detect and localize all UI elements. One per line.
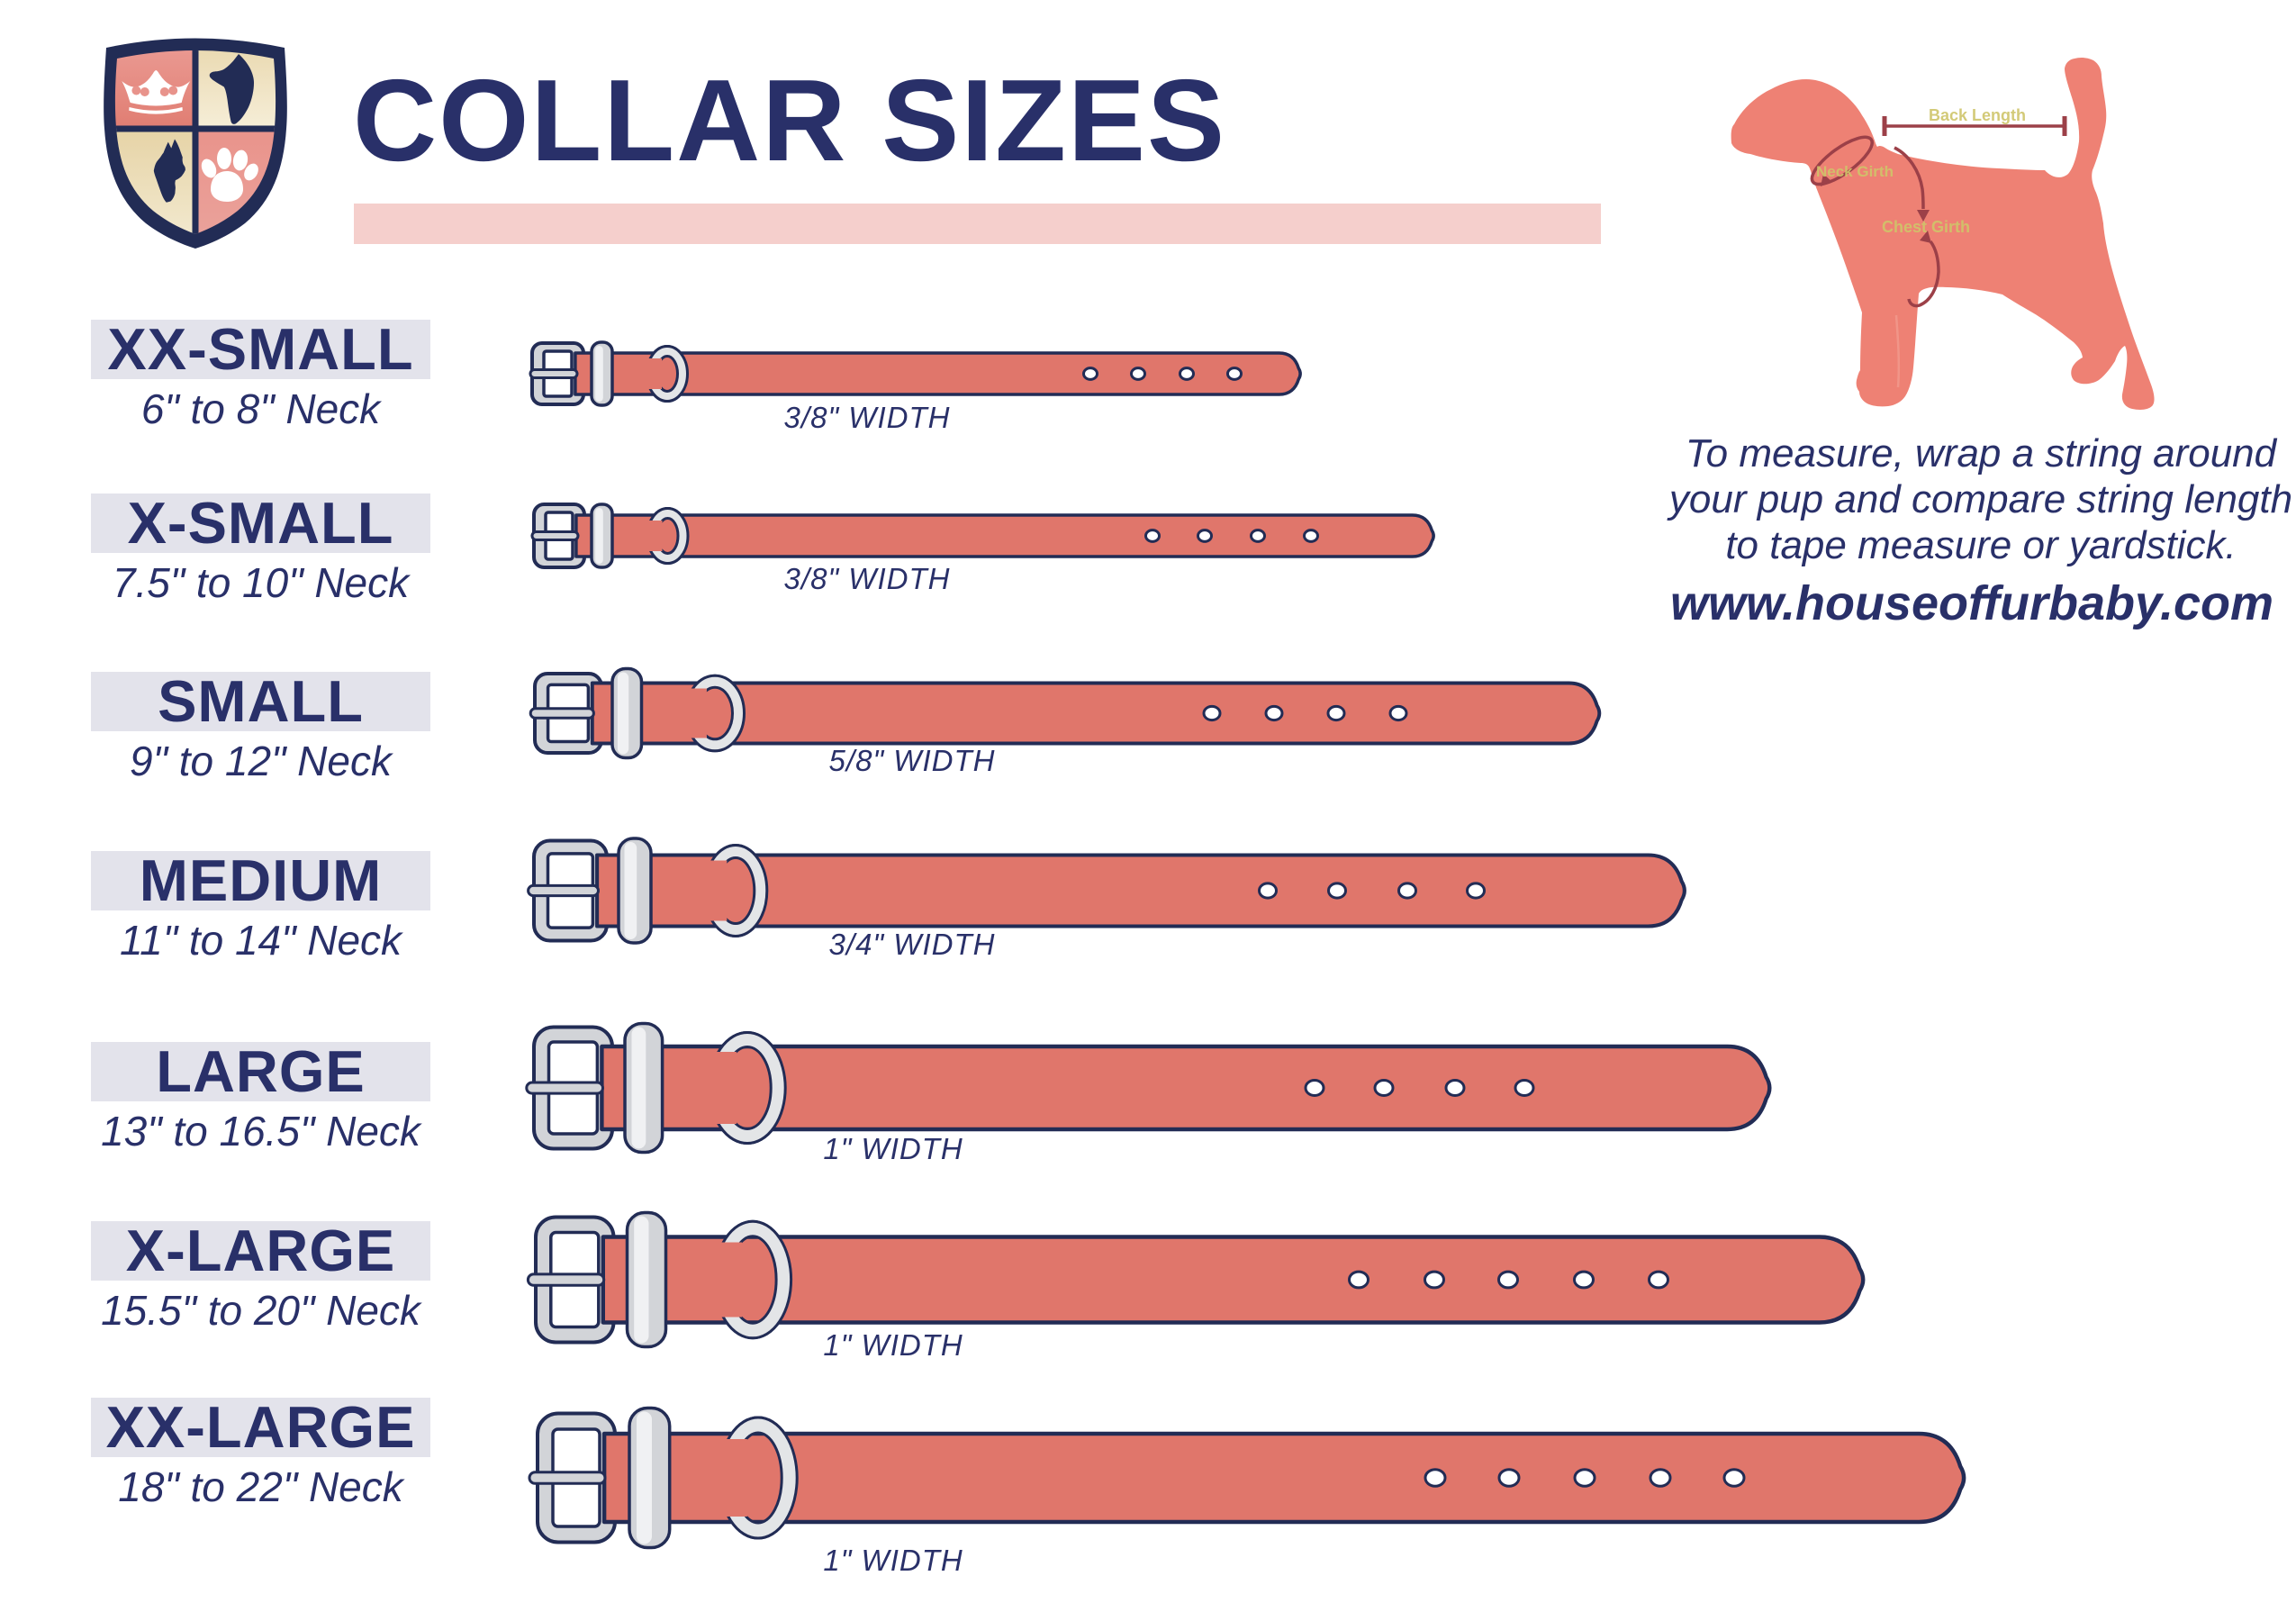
svg-text:Back Length: Back Length [1929, 106, 2026, 124]
svg-text:Neck Girth: Neck Girth [1816, 163, 1894, 180]
svg-text:Chest Girth: Chest Girth [1882, 218, 1970, 236]
